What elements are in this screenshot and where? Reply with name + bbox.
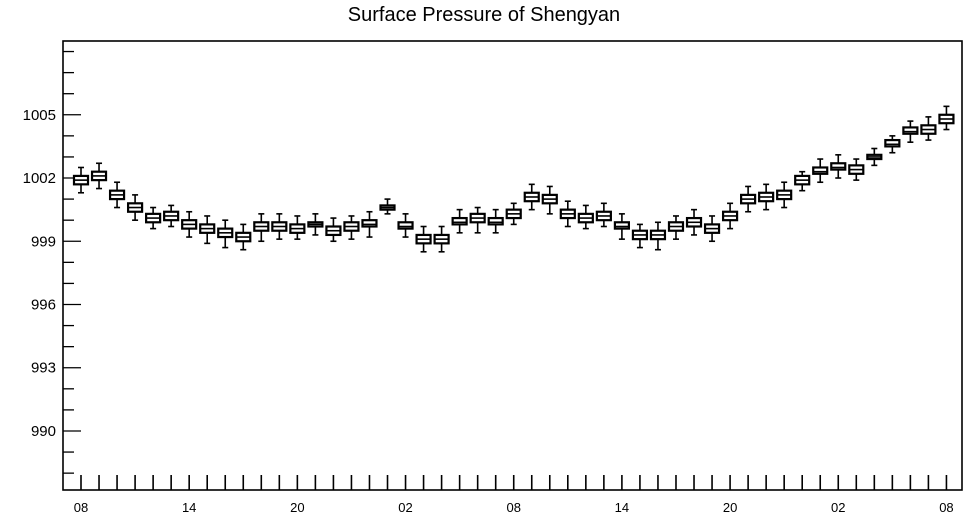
box-item	[379, 198, 396, 215]
box-item	[595, 202, 612, 228]
box	[361, 219, 378, 228]
box-item	[235, 223, 252, 251]
box-item	[848, 158, 865, 181]
box-item	[325, 217, 342, 243]
box-item	[902, 120, 919, 143]
chart-title: Surface Pressure of Shengyan	[347, 4, 621, 26]
box	[830, 162, 847, 171]
box-item	[451, 208, 468, 234]
box-item	[307, 213, 324, 236]
box-item	[541, 185, 558, 215]
box-item	[126, 194, 144, 221]
x-tick-label: 14	[615, 500, 629, 515]
box-item	[253, 213, 270, 243]
box-item	[776, 181, 793, 209]
box	[902, 126, 919, 135]
box-item	[505, 202, 522, 226]
box-item	[433, 225, 450, 253]
box-item	[397, 213, 414, 238]
box-item	[487, 208, 504, 234]
box-item	[559, 200, 576, 228]
box-item	[703, 215, 721, 243]
x-tick-label: 14	[182, 500, 196, 515]
box-item	[721, 202, 739, 230]
box	[487, 216, 504, 226]
box-item	[920, 116, 937, 141]
box-item	[794, 170, 811, 192]
box-item	[108, 181, 126, 209]
box-item	[199, 215, 216, 245]
x-tick-label: 02	[398, 500, 412, 515]
box-item	[613, 213, 631, 240]
box-item	[938, 105, 955, 131]
box-item	[181, 210, 198, 238]
box-item	[577, 204, 594, 230]
box-item	[740, 185, 757, 213]
x-tick-label: 20	[723, 500, 737, 515]
box-item	[830, 154, 847, 179]
x-axis: 08 14 20 02 08 14 20 02 08	[74, 475, 954, 515]
y-tick-label: 999	[31, 233, 56, 250]
box-item	[685, 208, 703, 236]
box-series	[72, 105, 955, 253]
box	[884, 138, 901, 148]
y-tick-label: 990	[31, 423, 56, 440]
box-item	[631, 223, 649, 249]
box-item	[145, 206, 162, 230]
x-tick-label: 08	[506, 500, 520, 515]
box-item	[758, 183, 775, 211]
box-item	[217, 219, 234, 249]
box-item	[667, 215, 685, 240]
y-tick-label: 1002	[23, 170, 56, 187]
box	[451, 216, 468, 226]
box-item	[523, 183, 540, 211]
box-item	[469, 206, 486, 234]
y-tick-label: 1005	[23, 107, 56, 124]
box-item	[72, 166, 90, 194]
y-tick-label: 996	[31, 296, 56, 313]
box-item	[271, 213, 288, 240]
box-item	[649, 221, 667, 251]
y-tick-label: 993	[31, 360, 56, 377]
box-item	[343, 215, 360, 240]
x-tick-label: 02	[831, 500, 845, 515]
y-axis: 990 993 996 999 1002 1005	[23, 50, 81, 474]
box-item	[361, 210, 378, 238]
plot-frame	[62, 40, 963, 491]
box-item	[884, 135, 901, 154]
box	[812, 166, 829, 175]
box-item	[866, 147, 883, 167]
box	[613, 221, 631, 230]
box-item	[289, 215, 306, 240]
box-item	[415, 225, 432, 253]
x-tick-label: 08	[939, 500, 953, 515]
box	[397, 221, 414, 230]
x-tick-label: 20	[290, 500, 304, 515]
box-item	[90, 162, 108, 190]
x-tick-label: 08	[74, 500, 88, 515]
box-item	[163, 204, 180, 228]
box-item	[812, 158, 829, 184]
